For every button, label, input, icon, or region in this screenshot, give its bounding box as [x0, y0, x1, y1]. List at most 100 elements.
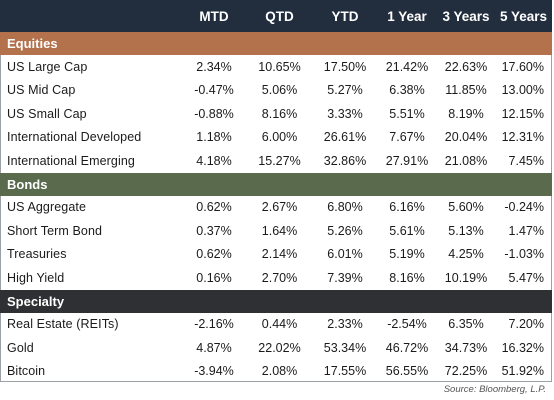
- cell-value: 5.13%: [448, 223, 484, 238]
- row-label: Short Term Bond: [7, 223, 103, 238]
- cell-value: 6.38%: [389, 83, 425, 98]
- cell-value: 3.33%: [327, 106, 363, 121]
- table-row: US Aggregate 0.62% 2.67% 6.80% 6.16% 5.60% -0.…: [0, 196, 552, 220]
- cell-value: 56.55%: [385, 364, 429, 379]
- cell-value: 10.19%: [444, 270, 488, 285]
- cell-value: 20.04%: [444, 130, 488, 145]
- cell-value: 26.61%: [323, 130, 367, 145]
- returns-table: MTD QTD YTD 1 Year 3 Years 5 Years Equit…: [0, 0, 552, 383]
- row-label: US Large Cap: [7, 59, 88, 74]
- cell-value: -0.88%: [194, 106, 234, 121]
- row-label: US Aggregate: [7, 200, 87, 215]
- cell-value: 12.31%: [501, 130, 544, 145]
- cell-value: 0.16%: [196, 270, 232, 285]
- cell-value: 53.34%: [323, 340, 367, 355]
- cell-value: 2.08%: [261, 364, 298, 379]
- cell-value: 0.62%: [196, 247, 232, 262]
- cell-value: 2.34%: [196, 59, 232, 74]
- cell-value: 6.01%: [327, 247, 363, 262]
- cell-value: -2.16%: [194, 317, 234, 332]
- cell-value: 0.37%: [196, 223, 232, 238]
- cell-value: 4.25%: [448, 247, 484, 262]
- cell-value: 5.51%: [389, 106, 425, 121]
- cell-value: 17.50%: [323, 59, 367, 74]
- cell-value: 2.67%: [261, 200, 298, 215]
- cell-value: 1.64%: [261, 223, 298, 238]
- table-row: Treasuries 0.62% 2.14% 6.01% 5.19% 4.25% -1.03…: [0, 243, 552, 267]
- cell-value: -3.94%: [194, 364, 234, 379]
- cell-value: 1.47%: [508, 223, 544, 238]
- cell-value: 5.47%: [508, 270, 544, 285]
- cell-value: 7.20%: [508, 317, 544, 332]
- cell-value: 8.19%: [448, 106, 484, 121]
- cell-value: 12.15%: [501, 106, 544, 121]
- cell-value: 7.39%: [327, 270, 363, 285]
- table-row: International Emerging 4.18% 15.27% 32.86% 2…: [0, 149, 552, 173]
- cell-value: 51.92%: [501, 364, 544, 379]
- row-label: International Emerging: [7, 153, 135, 168]
- row-label: International Developed: [7, 130, 142, 145]
- header-row: MTD QTD YTD 1 Year 3 Years 5 Years: [0, 0, 552, 32]
- cell-value: 5.06%: [261, 83, 298, 98]
- cell-value: 5.27%: [327, 83, 363, 98]
- table-row: Gold 4.87% 22.02% 53.34% 46.72% 34.73% 16.32%: [0, 336, 552, 360]
- cell-value: -0.47%: [194, 83, 234, 98]
- row-label: US Small Cap: [7, 106, 87, 121]
- cell-value: 10.65%: [258, 59, 301, 74]
- table-body: Equities US Large Cap 2.34% 10.65% 17.50% 21.…: [0, 32, 552, 383]
- cell-value: 32.86%: [323, 153, 367, 168]
- cell-value: 6.16%: [389, 200, 425, 215]
- table-row: US Large Cap 2.34% 10.65% 17.50% 21.42% 22.63…: [0, 55, 552, 79]
- cell-value: 2.14%: [261, 247, 298, 262]
- section-title: Equities: [7, 36, 58, 51]
- cell-value: 6.35%: [448, 317, 484, 332]
- cell-value: 5.19%: [389, 247, 425, 262]
- cell-value: 0.44%: [261, 317, 298, 332]
- col-header-qtd: QTD: [265, 8, 294, 24]
- cell-value: 22.02%: [258, 340, 301, 355]
- cell-value: -1.03%: [504, 247, 544, 262]
- row-label: Treasuries: [7, 247, 67, 262]
- col-header-mtd: MTD: [199, 8, 229, 24]
- row-label: Real Estate (REITs): [7, 317, 119, 332]
- source-note: Source: Bloomberg, L.P.: [443, 384, 546, 395]
- cell-value: 5.60%: [448, 200, 484, 215]
- cell-value: 2.33%: [327, 317, 363, 332]
- cell-value: -0.24%: [504, 200, 544, 215]
- col-header-ytd: YTD: [331, 8, 359, 24]
- row-label: High Yield: [7, 270, 65, 285]
- cell-value: 6.00%: [261, 130, 298, 145]
- cell-value: 0.62%: [196, 200, 232, 215]
- cell-value: 17.55%: [323, 364, 367, 379]
- cell-value: 15.27%: [258, 153, 301, 168]
- table-row: US Small Cap -0.88% 8.16% 3.33% 5.51% 8.19% 12…: [0, 102, 552, 126]
- cell-value: 21.42%: [385, 59, 429, 74]
- cell-value: 21.08%: [444, 153, 488, 168]
- section-header-bonds: Bonds: [0, 172, 552, 196]
- section-title: Specialty: [7, 293, 65, 309]
- row-label: Gold: [7, 340, 34, 355]
- cell-value: 16.32%: [501, 340, 544, 355]
- cell-value: 4.18%: [196, 153, 232, 168]
- cell-value: 72.25%: [444, 364, 488, 379]
- table-row: Real Estate (REITs) -2.16% 0.44% 2.33% -2.54…: [0, 313, 552, 337]
- col-header-3-years: 3 Years: [442, 8, 490, 24]
- cell-value: 7.45%: [508, 153, 544, 168]
- table-row: US Mid Cap -0.47% 5.06% 5.27% 6.38% 11.85% 13.…: [0, 79, 552, 103]
- cell-value: 27.91%: [385, 153, 429, 168]
- table-row: International Developed 1.18% 6.00% 26.61% 7…: [0, 126, 552, 150]
- table-row: Short Term Bond 0.37% 1.64% 5.26% 5.61% 5.13%…: [0, 219, 552, 243]
- cell-value: 5.61%: [389, 223, 425, 238]
- row-label: Bitcoin: [7, 364, 46, 379]
- cell-value: 8.16%: [261, 106, 298, 121]
- header-blank: [0, 0, 182, 32]
- cell-value: 13.00%: [501, 83, 544, 98]
- cell-value: 8.16%: [389, 270, 425, 285]
- table-row: High Yield 0.16% 2.70% 7.39% 8.16% 10.19% 5.47…: [0, 266, 552, 290]
- cell-value: 22.63%: [444, 59, 488, 74]
- table-row: Bitcoin -3.94% 2.08% 17.55% 56.55% 72.25% 51.9…: [0, 360, 552, 384]
- section-title: Bonds: [7, 176, 48, 192]
- col-header-5-years: 5 Years: [499, 8, 548, 24]
- col-header-1-year: 1 Year: [387, 8, 427, 24]
- cell-value: 17.60%: [501, 59, 544, 74]
